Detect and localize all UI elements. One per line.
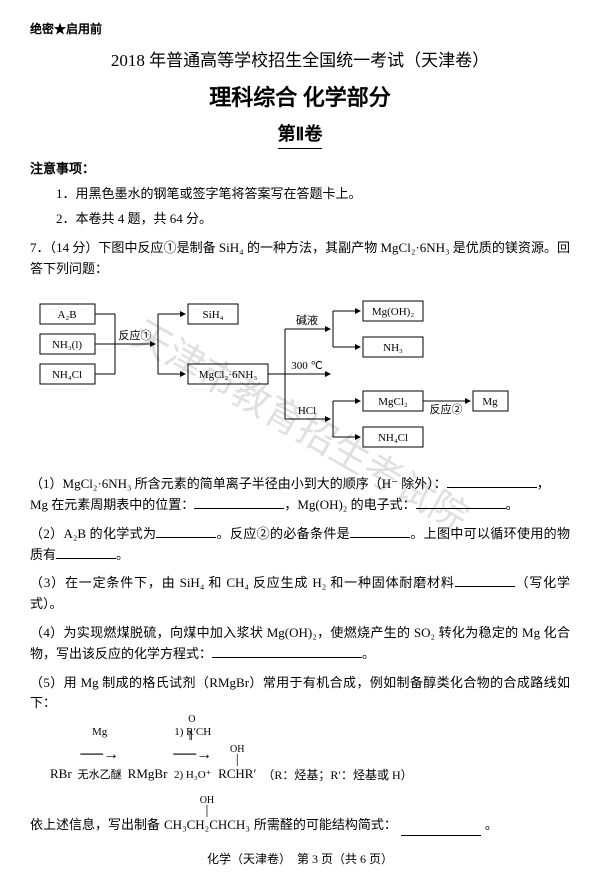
blank [455,573,515,587]
synthesis-route: RBr Mg ──→ 无水乙醚 RMgBr O∥ 1) R′CH ──→ 2) … [50,724,570,785]
q7-sub2: （2）A₂B 的化学式为。反应②的必备条件是。上图中可以循环使用的物质有。 [30,524,570,566]
blank [447,474,537,488]
box-nh4cl-left: NH₄Cl [52,369,82,381]
blank [56,545,116,559]
box-a2b: A₂B [57,309,76,321]
blank [350,524,410,538]
label-alkali: 碱液 [296,313,318,327]
syn-mid: RMgBr [128,764,168,785]
sub-text: 用 Mg 制成的格氏试剂（RMgBr）常用于有机合成，例如制备醇类化合物的合成路… [30,675,570,711]
label-temp: 300 ℃ [291,360,323,372]
sub-number: （2） [30,526,64,541]
subject-part2: 化学部分 [303,85,391,110]
q7-closing: 依上述信息，写出制备 OH │ CH₃CH₂CHCH₃ 所需醛的可能结构简式： … [30,793,570,836]
sub-number: （5） [30,675,64,690]
subject-part1: 理科综合 [209,85,297,110]
sub-number: （3） [30,575,65,590]
q7-sub4: （4）为实现燃煤脱硫，向煤中加入浆状 Mg(OH)₂，使燃烧产生的 SO₂ 转化… [30,623,570,665]
notice-heading: 注意事项： [30,159,570,180]
blank [194,495,284,509]
box-mgoh2: Mg(OH)₂ [372,306,414,318]
sub-text: ，Mg(OH)₂ 的电子式： [284,497,415,512]
arrow2-bottom: 2) H₃O⁺ [174,767,211,785]
reaction-diagram: A₂B NH₃(l) NH₄Cl 反应① SiH₄ MgCl₂·6NH₃ 碱液 … [30,289,530,449]
sub-number: （4） [30,625,63,640]
sub-tail: 。 [116,547,129,562]
sub-number: （1） [30,476,63,491]
box-mg: Mg [482,396,498,408]
q7-sub5: （5）用 Mg 制成的格氏试剂（RMgBr）常用于有机合成，例如制备醇类化合物的… [30,673,570,715]
sub-text: 。反应②的必备条件是 [216,526,350,541]
notice-item: 1．用黑色墨水的钢笔或签字笔将答案写在答题卡上。 [30,184,570,205]
label-rxn2: 反应② [430,402,463,416]
sub-text: MgCl₂·6NH₃ 所含元素的简单离子半径由小到大的顺序（H⁻ 除外）： [63,476,447,491]
label-rxn1: 反应① [119,328,152,342]
main-title: 2018 年普通高等学校招生全国统一考试（天津卷） [30,47,570,74]
sub-text: 在一定条件下，由 SiH₄ 和 CH₄ 反应生成 H₂ 和一种固体耐磨材料 [65,575,455,590]
blank [401,822,481,836]
closing-tail: 。 [485,815,498,836]
sub-text: Mg 在元素周期表中的位置： [30,497,194,512]
blank [212,644,362,658]
syn-start: RBr [50,764,72,785]
label-hcl: HCl [298,405,316,417]
box-nh4cl-right: NH₄Cl [378,432,408,444]
syn-product: RCHR′ [218,764,256,785]
sub-title: 理科综合 化学部分 [30,80,570,115]
arrow1-bottom: 无水乙醚 [78,767,122,785]
sub-tail: 。 [506,497,519,512]
box-nh3l: NH₃(l) [52,339,82,351]
closing-formula: CH₃CH₂CHCH₃ [164,815,250,836]
arrow1-top: Mg [92,724,107,742]
box-mgcl2: MgCl₂ [378,396,408,408]
volume-label: 第Ⅱ卷 [278,120,323,150]
q7-sub3: （3）在一定条件下，由 SiH₄ 和 CH₄ 反应生成 H₂ 和一种固体耐磨材料… [30,573,570,615]
confidential-label: 绝密★启用前 [30,20,570,39]
syn-note: （R：烃基；R′：烃基或 H） [262,766,412,785]
sub-tail: 。 [362,646,375,661]
blank [416,495,506,509]
notice-item: 2．本卷共 4 题，共 64 分。 [30,209,570,230]
closing-text-b: 所需醛的可能结构简式： [254,815,397,836]
box-mgcl2-6nh3: MgCl₂·6NH₃ [199,369,258,381]
q7-stem: 7．（14 分）下图中反应①是制备 SiH₄ 的一种方法，其副产物 MgCl₂·… [30,238,570,280]
q7-sub1: （1）MgCl₂·6NH₃ 所含元素的简单离子半径由小到大的顺序（H⁻ 除外）：… [30,474,570,516]
box-nh3-right: NH₃ [383,342,403,354]
sub-text: A₂B 的化学式为 [64,526,157,541]
box-sih4: SiH₄ [203,309,224,321]
blank [156,524,216,538]
closing-text-a: 依上述信息，写出制备 [30,815,160,836]
page-footer: 化学（天津卷） 第 3 页（共 6 页） [30,850,570,869]
